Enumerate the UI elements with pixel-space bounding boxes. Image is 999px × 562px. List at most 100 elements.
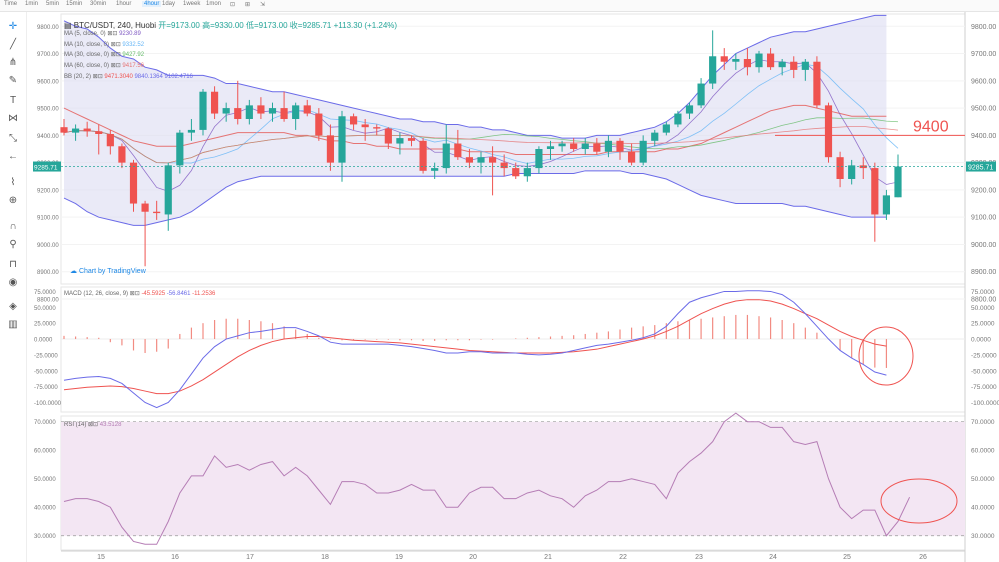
macd-line-value: -56.8461 — [166, 291, 191, 297]
candle-body — [257, 105, 265, 114]
date-tick-label: 23 — [695, 554, 703, 561]
timeframe-1hour[interactable]: 1hour — [116, 1, 132, 7]
brush-icon[interactable]: ✎ — [8, 75, 18, 86]
last-price-tag-left — [33, 161, 61, 172]
ma-value: 9230.89 — [119, 31, 141, 37]
timeframe-30min[interactable]: 30min — [90, 1, 107, 7]
candle-body — [106, 134, 114, 147]
bollinger-upper-line — [63, 14, 887, 139]
candle-body — [500, 162, 508, 169]
trend-line-icon[interactable]: ╱ — [9, 39, 17, 50]
bb-label[interactable]: BB (20, 2) — [64, 74, 92, 80]
back-arrow-icon[interactable]: ← — [8, 151, 18, 162]
macd-tick-label-left: 25.0000 — [34, 322, 56, 328]
bb-settings-icon[interactable]: ⊠⊡ — [92, 74, 103, 80]
ma60-line — [63, 125, 899, 164]
tradingview-watermark[interactable]: ☁ Chart by TradingView — [70, 267, 146, 275]
macd-signal-line — [63, 299, 887, 395]
timeframe-bar: Time 1min 5min 15min 30min 1hour 4hour 1day 1wee… — [0, 0, 999, 12]
candle-body — [685, 105, 694, 114]
indicator-icon[interactable]: ⊡ — [230, 2, 236, 8]
timeframe-5min[interactable]: 5min — [46, 1, 60, 7]
price-tick-label: 8800.00 — [971, 297, 996, 304]
candle-body — [373, 127, 381, 129]
candle-body — [210, 91, 219, 114]
ruler-icon[interactable]: ⌇ — [10, 177, 16, 188]
watermark-text: Chart by TradingView — [78, 268, 146, 275]
timeframe-1mon[interactable]: 1mon — [206, 1, 222, 7]
ma-label[interactable]: MA (30, close, 0) — [64, 52, 111, 58]
crosshair-icon[interactable]: ✛ — [8, 21, 18, 32]
ma-label[interactable]: MA (5, close, 0) — [64, 31, 108, 37]
macd-tick-label-left: -25.0000 — [34, 353, 58, 359]
ma-settings-icon[interactable]: ⊠⊡ — [110, 41, 123, 48]
trash-icon[interactable]: ▥ — [8, 319, 18, 330]
bb-upper-value: 9840.1364 — [134, 74, 163, 80]
timeframe-1day[interactable]: 1day — [162, 1, 176, 7]
price-tick-label-left: 9400.00 — [37, 134, 59, 140]
ma-legend-row: MA (10, close, 0) ⊠⊡ 9332.52 — [64, 41, 144, 48]
rsi-tick-label-left: 70.0000 — [34, 420, 56, 426]
timeframe-time[interactable]: Time — [4, 1, 18, 7]
last-price-tag-left-text: 9285.71 — [34, 165, 58, 172]
layers-icon[interactable]: ◈ — [9, 301, 17, 312]
unlock-icon[interactable]: ⊓ — [9, 259, 17, 270]
candle-body — [60, 127, 68, 133]
macd-highlight-circle — [858, 326, 914, 386]
candle-body — [129, 162, 138, 204]
price-tick-label: 9700.00 — [971, 51, 996, 58]
candle-body — [199, 91, 207, 130]
date-tick-label: 24 — [769, 554, 777, 561]
ma-label[interactable]: MA (60, close, 0) — [64, 62, 111, 69]
macd-label[interactable]: MACD (12, 26, close, 9) — [64, 291, 129, 297]
candle-body — [326, 135, 335, 163]
ma-label[interactable]: MA (10, close, 0) — [64, 41, 111, 48]
timeframe-1week[interactable]: 1week — [183, 1, 201, 7]
pattern-icon[interactable]: ⋈ — [8, 113, 18, 124]
text-icon[interactable]: T — [9, 95, 17, 106]
rsi-label[interactable]: RSI (14) — [64, 422, 87, 428]
candle-body — [234, 108, 242, 119]
ma-settings-icon[interactable]: ⊠⊡ — [107, 31, 120, 37]
bollinger-lower-line — [63, 170, 887, 226]
candle-body — [535, 149, 543, 169]
candle-body — [454, 143, 462, 158]
candle-body — [431, 168, 439, 171]
pitchfork-icon[interactable]: ⋔ — [8, 57, 18, 68]
date-tick-label: 22 — [619, 554, 627, 561]
price-tick-label: 8900.00 — [971, 269, 996, 276]
candle-body — [361, 124, 369, 128]
close-value: 收=9285.71 — [289, 21, 332, 30]
candle-body — [836, 157, 844, 179]
candle-body — [674, 113, 682, 125]
magnet-icon[interactable]: ∩ — [9, 221, 17, 232]
timeframe-4hour[interactable]: 4hour — [142, 1, 162, 7]
candle-body — [627, 151, 636, 163]
fullscreen-icon[interactable]: ⇲ — [260, 2, 266, 8]
eye-icon[interactable]: ◉ — [8, 277, 18, 288]
ma-settings-icon[interactable]: ⊠⊡ — [110, 62, 123, 69]
date-tick-label: 20 — [469, 554, 477, 561]
annotation-label: 9400 — [913, 118, 949, 135]
macd-settings-icon[interactable]: ⊠⊡ — [129, 291, 140, 297]
candle-body — [187, 129, 196, 133]
ma-settings-icon[interactable]: ⊠⊡ — [110, 52, 123, 58]
rsi-tick-label-left: 40.0000 — [34, 506, 56, 512]
zoom-icon[interactable]: ⊕ — [8, 195, 18, 206]
pane-frame — [60, 286, 966, 413]
rsi-settings-icon[interactable]: ⊠⊡ — [88, 422, 99, 428]
measure-icon[interactable]: ⤡ — [9, 133, 17, 144]
rsi-line — [63, 412, 911, 545]
symbol-title[interactable]: BTC/USDT, 240, Huobi — [73, 21, 157, 30]
candle-body — [338, 116, 346, 163]
timeframe-1min[interactable]: 1min — [25, 1, 39, 7]
candle-body — [442, 143, 450, 169]
lock-drawing-icon[interactable]: ⚲ — [9, 239, 17, 250]
compare-icon[interactable]: ⊞ — [245, 2, 251, 8]
price-tick-label-left: 9500.00 — [37, 107, 59, 113]
rsi-tick-label: 40.0000 — [971, 505, 995, 512]
ma-legend-row: MA (60, close, 0) ⊠⊡ 9417.56 — [64, 62, 144, 69]
timeframe-15min[interactable]: 15min — [66, 1, 83, 7]
price-tick-label: 9600.00 — [971, 78, 996, 85]
